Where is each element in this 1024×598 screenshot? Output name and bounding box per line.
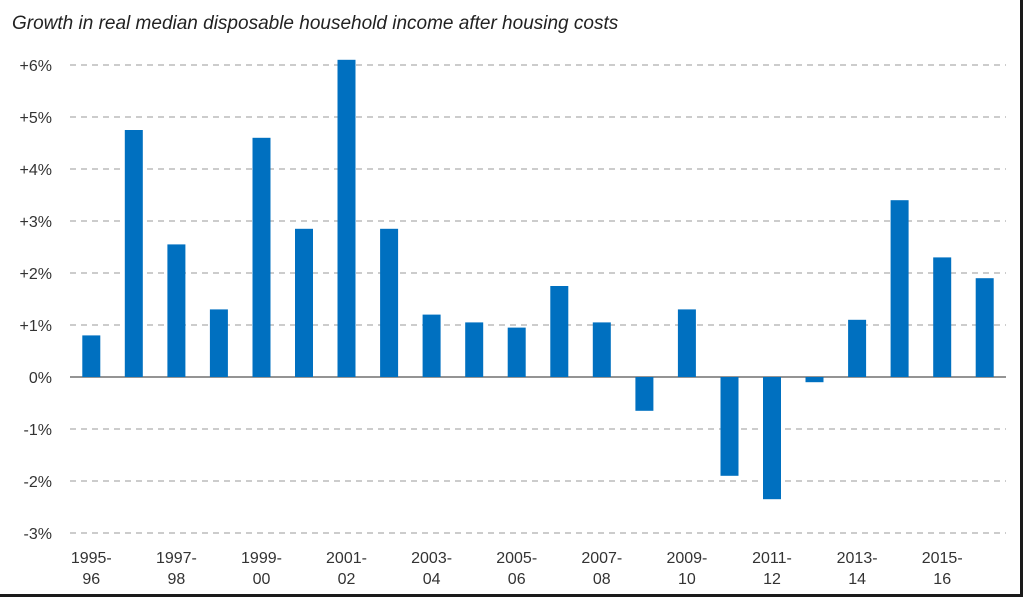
x-axis: 1995-96 1997-98 1999-00 2001-02 2003-04 2005-… xyxy=(71,550,963,588)
bar-2005-06 xyxy=(507,327,526,377)
x-tick-label: 2001-02 xyxy=(326,550,367,588)
bar-2012-13 xyxy=(805,377,824,383)
bar-2011-12 xyxy=(763,377,781,500)
y-tick-label: 0% xyxy=(29,370,52,387)
y-tick-label: +1% xyxy=(20,318,52,335)
x-tick-label: 1999-00 xyxy=(241,550,282,588)
bar-2000-01 xyxy=(295,228,313,377)
bar-2013-14 xyxy=(848,319,867,377)
bars xyxy=(82,59,994,500)
x-tick-label: 2011-12 xyxy=(752,550,792,588)
y-tick-label: -2% xyxy=(24,474,52,491)
bar-2007-08 xyxy=(592,322,611,377)
bar-1996-97 xyxy=(124,130,143,377)
x-tick-label: 1997-98 xyxy=(156,550,197,588)
bar-2001-02 xyxy=(337,59,356,378)
y-tick-label: -1% xyxy=(24,422,52,439)
x-tick-label: 2003-04 xyxy=(411,550,452,588)
bar-2009-10 xyxy=(677,309,696,377)
bar-2015-16 xyxy=(933,257,952,377)
x-tick-label: 2013-14 xyxy=(837,550,878,588)
y-axis: -3% -2% -1% 0% +1% +2% +3% +4% +5% +6% xyxy=(20,58,52,543)
chart-title: Growth in real median disposable househo… xyxy=(12,13,619,34)
bar-2014-15 xyxy=(890,200,909,377)
bar-2006-07 xyxy=(550,286,569,377)
bar-2008-09 xyxy=(635,377,654,411)
y-tick-label: +5% xyxy=(20,110,52,127)
y-tick-label: +2% xyxy=(20,266,52,283)
x-tick-label: 1995-96 xyxy=(71,550,112,588)
y-tick-label: -3% xyxy=(24,526,52,543)
x-tick-label: 2007-08 xyxy=(581,550,622,588)
bar-1999-00 xyxy=(252,137,271,377)
bar-2003-04 xyxy=(422,314,441,377)
bar-1997-98 xyxy=(167,244,186,377)
x-tick-label: 2009-10 xyxy=(666,550,707,588)
y-tick-label: +6% xyxy=(20,58,52,75)
x-tick-label: 2015-16 xyxy=(922,550,963,588)
x-tick-label: 2005-06 xyxy=(496,550,537,588)
bar-2010-11 xyxy=(720,377,739,476)
y-tick-label: +4% xyxy=(20,162,52,179)
bar-2016-17 xyxy=(975,278,994,377)
bar-2002-03 xyxy=(380,228,399,377)
bar-1998-99 xyxy=(209,309,228,377)
gridlines xyxy=(70,64,1006,534)
y-tick-label: +3% xyxy=(20,214,52,231)
bar-2004-05 xyxy=(465,322,484,377)
bar-1995-96 xyxy=(82,335,101,377)
